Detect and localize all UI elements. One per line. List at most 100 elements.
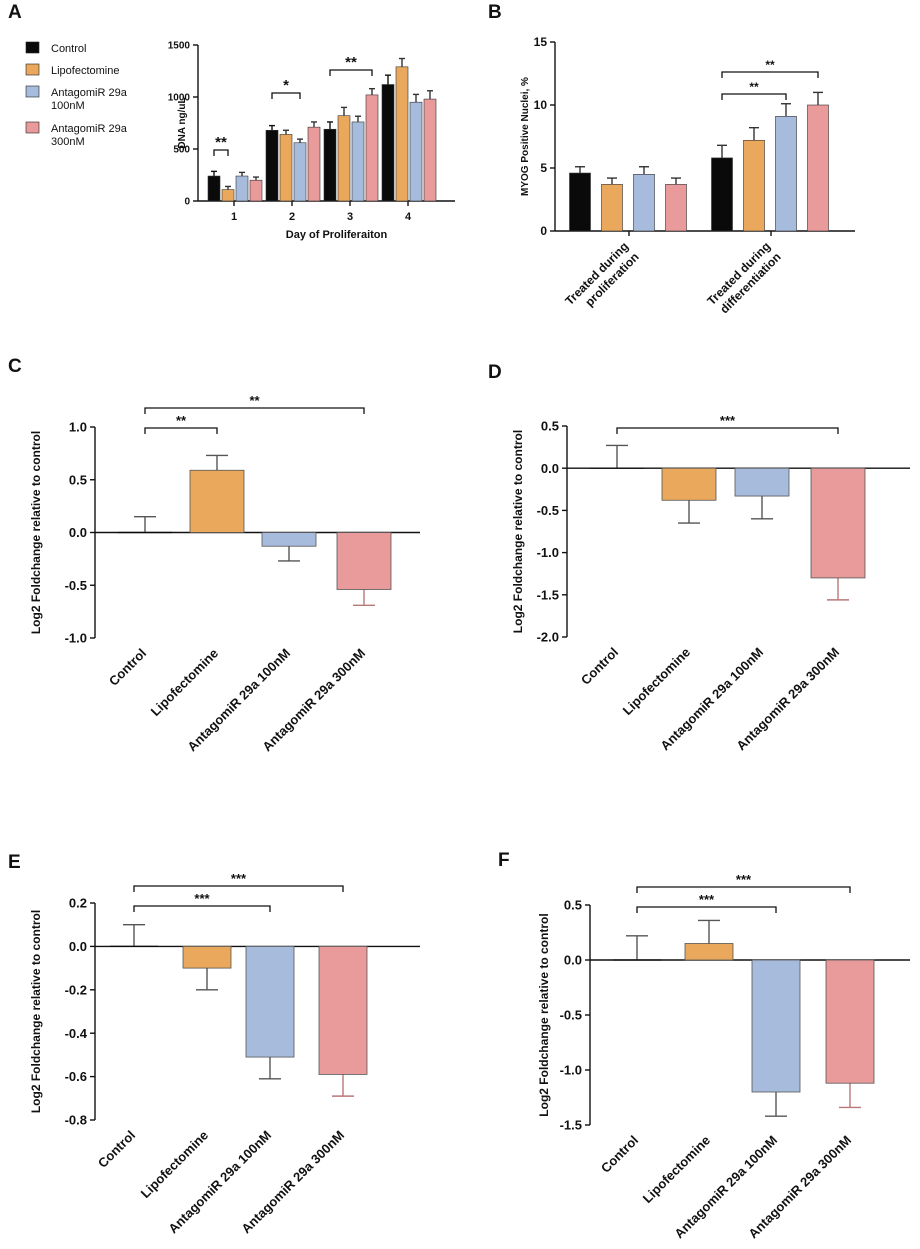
bar	[249, 179, 263, 202]
bar	[807, 104, 829, 232]
significance-bracket	[213, 149, 229, 156]
y-tick-label: 0.0	[564, 953, 582, 968]
y-tick-label: 1000	[168, 93, 191, 104]
y-tick-label: 1.0	[69, 420, 87, 435]
y-axis-label: Log2 Foldchange relative to control	[29, 910, 43, 1113]
significance-label: ***	[736, 872, 752, 887]
significance-bracket	[329, 69, 373, 76]
bar	[665, 184, 687, 232]
bar	[261, 532, 317, 547]
legend-swatch	[25, 41, 40, 54]
significance-bracket	[271, 92, 301, 99]
y-axis-label: MYOG Positive Nuclei, %	[520, 77, 531, 196]
y-axis-label: Log2 Foldchange relative to control	[511, 430, 525, 633]
bar	[245, 946, 295, 1058]
legend-swatch	[25, 63, 40, 76]
significance-label: **	[765, 58, 775, 72]
legend-label: 100nM	[51, 100, 85, 112]
y-tick-label: 0	[540, 224, 547, 238]
y-tick-label: 0.0	[69, 939, 87, 954]
y-tick-label: 1500	[168, 41, 191, 52]
significance-bracket	[721, 93, 787, 100]
y-tick-label: 5	[540, 161, 547, 175]
significance-label: **	[749, 80, 759, 94]
bar	[661, 467, 717, 501]
panel-label: F	[498, 850, 510, 871]
x-tick-label: 3	[347, 211, 353, 223]
significance-label: ***	[231, 871, 247, 886]
significance-label: ***	[699, 892, 715, 907]
bar	[423, 98, 437, 202]
legend-label: Lipofectomine	[51, 65, 120, 77]
y-tick-label: -1.5	[560, 1118, 582, 1133]
bar	[318, 946, 368, 1075]
bar	[351, 121, 365, 202]
bar	[409, 101, 423, 202]
y-tick-label: 0.0	[69, 525, 87, 540]
legend-label: AntagomiR 29a	[51, 87, 128, 99]
significance-label: ***	[720, 413, 736, 428]
bar	[189, 469, 245, 533]
significance-bracket	[636, 906, 777, 913]
legend-label: Control	[51, 43, 86, 55]
bar	[365, 94, 379, 202]
y-tick-label: 10	[534, 98, 548, 112]
y-tick-label: -0.6	[65, 1069, 87, 1084]
bar	[336, 532, 392, 590]
significance-label: *	[283, 77, 289, 94]
y-tick-label: -1.0	[560, 1063, 582, 1078]
y-tick-label: 0.2	[69, 896, 87, 911]
x-axis-label: Day of Proliferaiton	[286, 229, 388, 241]
y-tick-label: -0.4	[65, 1026, 88, 1041]
bar	[182, 946, 232, 969]
legend-label: 300nM	[51, 136, 85, 148]
bar	[293, 142, 307, 202]
y-tick-label: -0.2	[65, 982, 87, 997]
panel-label: D	[488, 362, 502, 383]
bar	[381, 84, 395, 202]
y-tick-label: -0.5	[560, 1008, 582, 1023]
y-axis-label: Log2 Foldchange relative to control	[537, 913, 551, 1116]
legend-label: AntagomiR 29a	[51, 123, 128, 135]
significance-label: ***	[194, 891, 210, 906]
bar	[235, 175, 249, 202]
y-tick-label: -0.5	[65, 578, 87, 593]
y-tick-label: 500	[173, 145, 190, 156]
bar	[265, 129, 279, 202]
bar	[810, 467, 866, 579]
significance-bracket	[616, 427, 839, 434]
y-tick-label: -2.0	[537, 630, 559, 645]
y-tick-label: 0	[184, 197, 190, 208]
y-tick-label: 0.5	[564, 898, 582, 913]
panel-label: C	[8, 356, 22, 377]
y-tick-label: -0.8	[65, 1113, 87, 1128]
bar	[743, 139, 765, 232]
x-tick-label: 4	[405, 211, 412, 223]
y-tick-label: -1.5	[537, 587, 559, 602]
bar	[711, 157, 733, 232]
bar	[825, 959, 875, 1084]
y-axis-label: DNA ng/uL	[177, 97, 188, 148]
significance-label: **	[215, 134, 227, 151]
significance-bracket	[636, 886, 851, 893]
significance-bracket	[133, 905, 271, 912]
bar	[207, 175, 221, 202]
bar	[633, 174, 655, 232]
bar	[569, 172, 591, 232]
significance-bracket	[144, 407, 365, 414]
bar	[279, 134, 293, 202]
panel-label: E	[8, 852, 21, 873]
y-tick-label: -1.0	[65, 631, 87, 646]
y-tick-label: 15	[534, 35, 548, 49]
bar	[395, 66, 409, 202]
panel-label: A	[8, 2, 22, 23]
y-tick-label: 0.0	[541, 461, 559, 476]
significance-label: **	[249, 393, 260, 408]
legend-swatch	[25, 85, 40, 98]
bar	[601, 184, 623, 232]
panel-label: B	[488, 2, 502, 23]
significance-bracket	[144, 427, 218, 434]
x-tick-label: 1	[231, 211, 237, 223]
y-tick-label: -0.5	[537, 503, 559, 518]
